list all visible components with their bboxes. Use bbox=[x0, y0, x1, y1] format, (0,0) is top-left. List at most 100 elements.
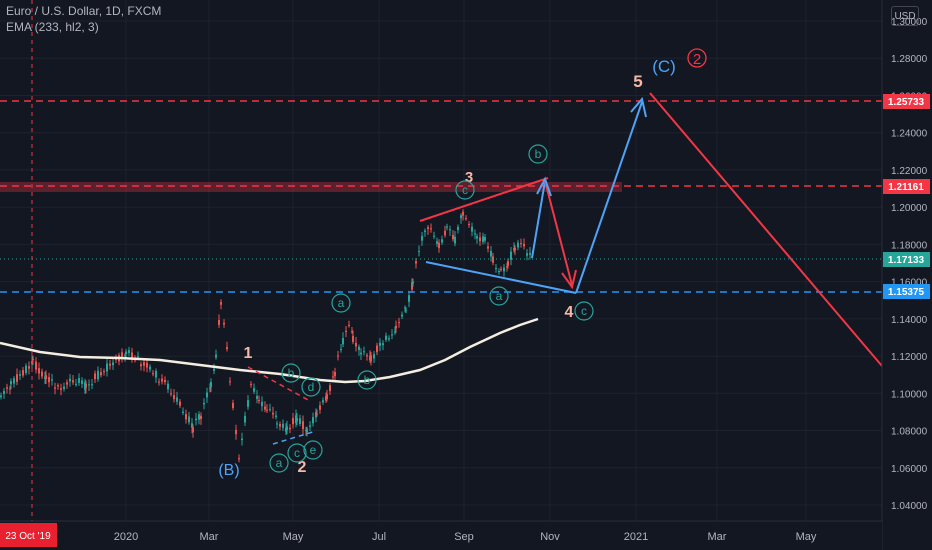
candle-body bbox=[424, 230, 426, 233]
wave-label-3: 3 bbox=[465, 169, 473, 186]
candle-body bbox=[155, 370, 157, 378]
candle-body bbox=[492, 256, 494, 263]
candle-body bbox=[507, 261, 509, 266]
arrowheads bbox=[536, 96, 647, 290]
indicator-legend[interactable]: EMA (233, hl2, 3) bbox=[6, 20, 99, 34]
candle-body bbox=[275, 415, 277, 418]
candle-body bbox=[436, 241, 438, 244]
candle-body bbox=[503, 267, 505, 272]
candle-body bbox=[500, 268, 502, 270]
candle-body bbox=[296, 418, 298, 422]
minor-wave-label: c bbox=[294, 446, 300, 460]
time-axis-ticks: 2020 Mar May Jul Sep Nov 2021 Mar May bbox=[114, 531, 817, 543]
projection-path[interactable] bbox=[531, 92, 883, 367]
candle-body bbox=[391, 334, 393, 336]
candle-body bbox=[340, 349, 342, 351]
currency-button[interactable]: USD bbox=[891, 6, 919, 26]
minor-wave-label: c bbox=[462, 183, 468, 197]
candle-body bbox=[495, 268, 497, 270]
candle-body bbox=[261, 401, 263, 407]
candle-body bbox=[51, 379, 53, 381]
wave-circle-2-red bbox=[687, 48, 707, 68]
candle-body bbox=[19, 374, 21, 376]
candle-body bbox=[220, 301, 222, 305]
candle-body bbox=[247, 400, 249, 407]
wave-label-2: 2 bbox=[298, 459, 307, 476]
candle-body bbox=[334, 371, 336, 377]
price-tick-label: 1.04000 bbox=[891, 501, 928, 512]
candle-body bbox=[106, 363, 108, 372]
candle-body bbox=[376, 345, 378, 353]
candle-body bbox=[85, 383, 87, 388]
time-axis[interactable] bbox=[0, 521, 882, 550]
candle-body bbox=[226, 347, 228, 350]
candle-body bbox=[490, 251, 492, 257]
candle-body bbox=[161, 378, 163, 382]
candle-body bbox=[81, 380, 83, 384]
candle-body bbox=[124, 355, 126, 357]
candle-body bbox=[213, 368, 215, 371]
price-tick-label: 1.20000 bbox=[891, 203, 928, 214]
minor-wave-c-3 bbox=[287, 443, 307, 463]
candle-body bbox=[329, 385, 331, 392]
candle-body bbox=[316, 413, 318, 415]
candle-body bbox=[462, 211, 464, 216]
candle-body bbox=[78, 378, 80, 383]
pattern-lines[interactable] bbox=[247, 177, 577, 445]
svg-text:1.15375: 1.15375 bbox=[888, 287, 925, 298]
candle-body bbox=[35, 361, 37, 370]
time-tick-label: 2021 bbox=[624, 531, 648, 543]
candle-body bbox=[379, 342, 381, 346]
minor-wave-label: b bbox=[364, 373, 371, 387]
candle-body bbox=[10, 381, 12, 385]
price-tag-125733: 1.25733 bbox=[883, 94, 930, 109]
candle-body bbox=[188, 416, 190, 423]
candle-body bbox=[366, 355, 368, 357]
price-tag-121161: 1.21161 bbox=[883, 179, 930, 194]
candle-body bbox=[54, 387, 56, 389]
candle-body bbox=[272, 412, 274, 415]
candle-body bbox=[471, 226, 473, 232]
candle-body bbox=[526, 253, 528, 256]
candle-body bbox=[514, 247, 516, 251]
symbol-title[interactable]: Euro / U.S. Dollar, 1D, FXCM bbox=[6, 4, 162, 18]
candle-body bbox=[385, 335, 387, 340]
minor-wave-label: d bbox=[308, 380, 315, 394]
minor-wave-b-3 bbox=[281, 363, 301, 383]
minor-wave-label: a bbox=[338, 296, 345, 310]
minor-wave-label: e bbox=[310, 443, 317, 457]
resistance-zone[interactable] bbox=[0, 182, 622, 192]
time-tick-label: Jul bbox=[372, 531, 386, 543]
minor-wave-label: c bbox=[581, 304, 587, 318]
wave-label-1: 1 bbox=[244, 345, 253, 362]
candle-body bbox=[32, 358, 34, 360]
candle-body bbox=[299, 418, 301, 424]
candle-body bbox=[351, 331, 353, 333]
candle-body bbox=[427, 227, 429, 229]
candle-body bbox=[279, 424, 281, 427]
candle-body bbox=[48, 377, 50, 383]
candle-body bbox=[170, 393, 172, 395]
candle-body bbox=[88, 384, 90, 386]
minor-wave-e-1 bbox=[303, 440, 323, 460]
candle-body bbox=[152, 373, 154, 375]
candle-body bbox=[382, 343, 384, 346]
candle-body bbox=[506, 266, 508, 268]
candle-body bbox=[45, 375, 47, 379]
candle-body bbox=[517, 242, 519, 248]
time-tick-label: May bbox=[283, 531, 304, 543]
candle-body bbox=[457, 226, 459, 230]
minor-wave-b-1 bbox=[357, 370, 377, 390]
time-tick-label: Sep bbox=[454, 531, 474, 543]
ema-line bbox=[0, 317, 539, 384]
candle-body bbox=[137, 356, 139, 358]
candle-body bbox=[218, 319, 220, 325]
candle-body bbox=[158, 381, 160, 383]
candle-body bbox=[358, 346, 360, 351]
minor-wave-a-3 bbox=[269, 453, 289, 473]
candle-body bbox=[63, 386, 65, 389]
candle-body bbox=[529, 252, 531, 255]
time-tick-label: Mar bbox=[200, 531, 219, 543]
